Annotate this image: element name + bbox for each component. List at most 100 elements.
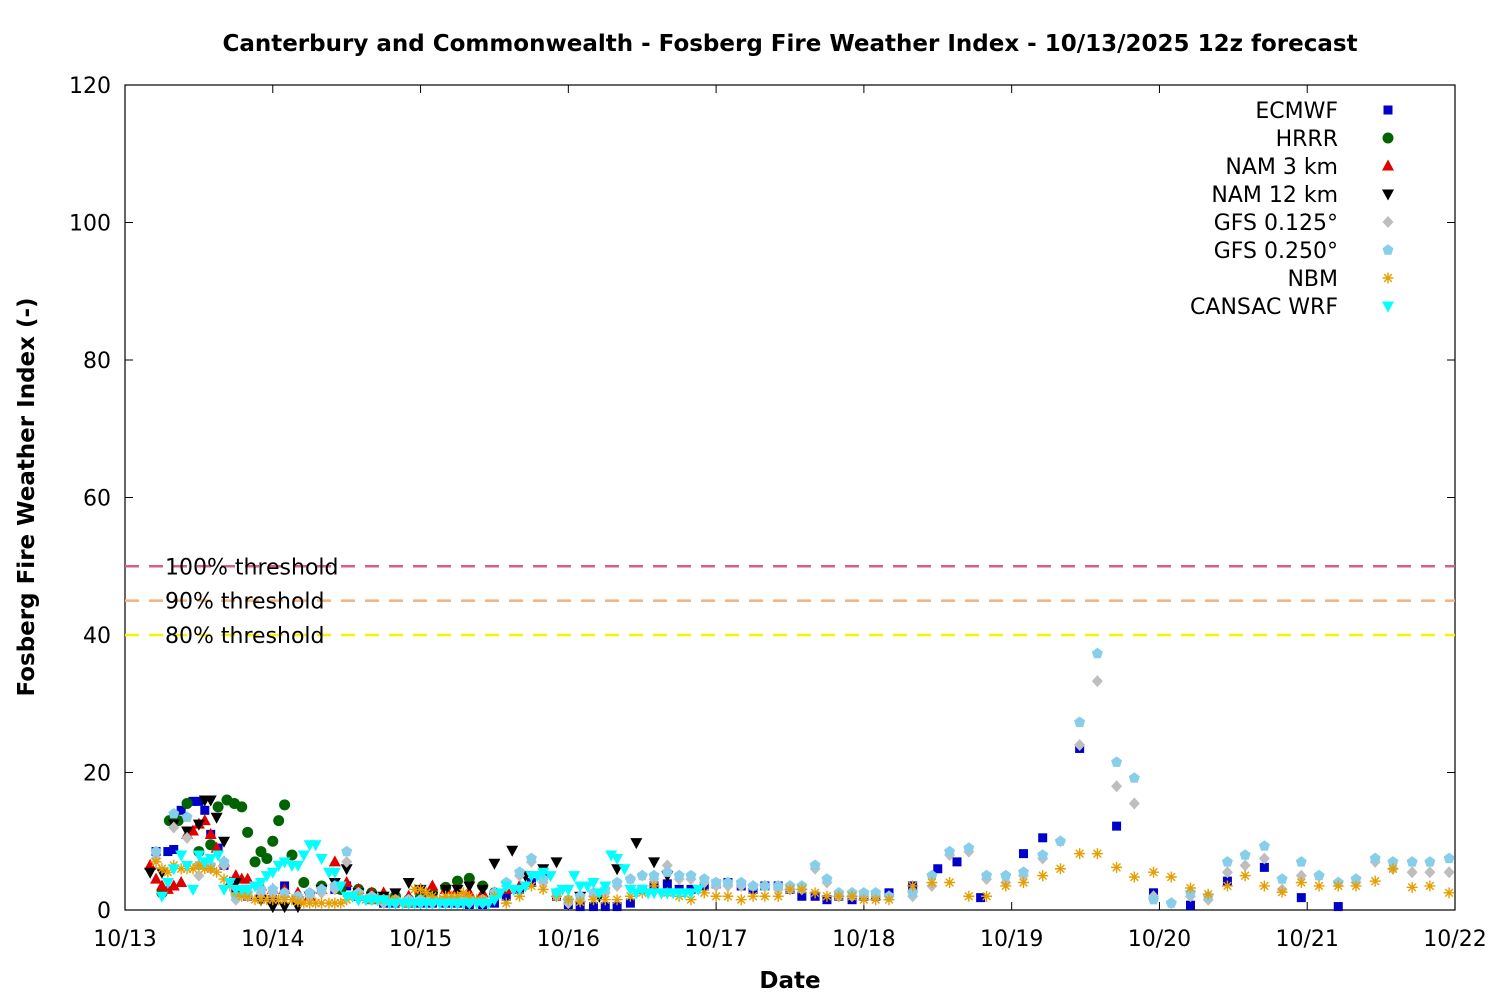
y-tick-label: 0: [97, 899, 111, 924]
threshold-label-90-threshold: 90% threshold: [165, 590, 325, 615]
point-nbm: [907, 880, 919, 892]
point-gfs-0-250: [1221, 856, 1233, 867]
point-cansac-wrf: [161, 878, 174, 889]
point-nbm: [1202, 888, 1214, 900]
point-nbm: [193, 859, 205, 871]
point-hrrr: [249, 856, 261, 868]
point-cansac-wrf: [605, 850, 618, 862]
point-gfs-0-125: [1111, 780, 1123, 793]
point-nam-12-km: [340, 864, 353, 876]
point-nbm: [440, 890, 452, 902]
point-nbm: [286, 894, 298, 906]
point-nbm: [809, 887, 821, 899]
point-nbm: [1111, 861, 1123, 873]
point-hrrr: [181, 797, 193, 809]
point-cansac-wrf: [309, 840, 322, 852]
point-nbm: [187, 863, 199, 875]
point-gfs-0-250: [648, 869, 660, 881]
legend-label-cansac-wrf: CANSAC WRF: [1190, 295, 1338, 320]
point-ecmwf: [1018, 849, 1028, 859]
point-hrrr: [463, 872, 475, 884]
data-marks: [144, 647, 1455, 914]
point-nam-12-km: [476, 884, 489, 896]
point-nam-12-km: [210, 812, 223, 824]
point-nam-12-km: [648, 857, 661, 869]
point-nbm: [883, 894, 895, 906]
point-ecmwf: [797, 891, 807, 901]
point-cansac-wrf: [175, 850, 188, 862]
axis-ticks: 10/13 10/14 10/15 10/16 10/17 10/18 10/19 10/20…: [69, 74, 1487, 952]
point-gfs-0-250: [181, 811, 193, 822]
point-gfs-0-250: [1424, 856, 1436, 867]
point-nbm: [1369, 875, 1381, 887]
legend-marker-nam-3-km: [1382, 159, 1394, 171]
point-gfs-0-250: [821, 873, 833, 884]
plot-frame: [124, 84, 1456, 911]
legend-label-nbm: NBM: [1287, 267, 1338, 292]
point-nbm: [1165, 871, 1177, 883]
point-gfs-0-125: [1258, 852, 1270, 865]
point-gfs-0-250: [661, 866, 673, 877]
point-gfs-0-250: [1406, 856, 1418, 867]
point-ecmwf: [163, 847, 173, 857]
point-nbm: [759, 890, 771, 902]
point-cansac-wrf: [155, 891, 168, 903]
legend-marker-gfs-0-125: [1382, 216, 1394, 228]
x-tick-label: 10/16: [537, 927, 600, 952]
point-gfs-0-125: [168, 821, 180, 834]
point-gfs-0-125: [1295, 869, 1307, 882]
point-nam-3-km: [210, 841, 223, 853]
point-nbm: [273, 894, 285, 906]
point-ecmwf: [176, 805, 186, 815]
point-nbm: [175, 863, 187, 875]
point-gfs-0-250: [735, 876, 747, 888]
point-nbm: [963, 890, 975, 902]
point-ecmwf: [169, 845, 179, 854]
point-gfs-0-250: [1258, 840, 1270, 851]
point-gfs-0-125: [1091, 675, 1103, 688]
point-nam-12-km: [278, 902, 291, 914]
threshold-lines: 100% threshold 90% threshold 80% threshold: [125, 555, 1455, 649]
legend-marker-gfs-0-250: [1382, 244, 1394, 255]
point-nbm: [796, 883, 808, 895]
point-cansac-wrf: [636, 884, 649, 896]
point-nbm: [1000, 880, 1012, 892]
point-cansac-wrf: [624, 884, 637, 896]
point-gfs-0-250: [685, 869, 697, 881]
legend-label-ecmwf: ECMWF: [1255, 99, 1338, 124]
point-nbm: [1350, 880, 1362, 892]
point-nam-3-km: [167, 879, 180, 891]
y-tick-label: 120: [69, 74, 111, 99]
legend: ECMWF HRRR NAM 3 km NAM 12 km GFS 0.125° GFS …: [1190, 99, 1394, 320]
point-nbm: [457, 887, 469, 899]
point-gfs-0-125: [1074, 739, 1086, 751]
point-nbm: [1258, 880, 1270, 892]
point-gfs-0-125: [661, 859, 673, 872]
point-nam-12-km: [451, 884, 464, 896]
point-hrrr: [273, 815, 285, 827]
point-nbm: [255, 894, 267, 906]
point-gfs-0-250: [710, 876, 722, 888]
point-nbm: [772, 890, 784, 902]
point-nbm: [323, 897, 335, 909]
x-tick-label: 10/19: [980, 927, 1043, 952]
point-gfs-0-250: [1091, 647, 1103, 659]
point-gfs-0-250: [1276, 873, 1288, 884]
point-nam-3-km: [155, 879, 168, 891]
point-cansac-wrf: [593, 888, 606, 900]
x-tick-label: 10/22: [1423, 927, 1486, 952]
point-cansac-wrf: [562, 884, 575, 896]
point-cansac-wrf: [618, 864, 631, 876]
point-nam-12-km: [266, 902, 279, 914]
point-nam-3-km: [426, 879, 439, 891]
point-gfs-0-250: [809, 859, 821, 870]
point-cansac-wrf: [630, 888, 643, 900]
point-nam-3-km: [150, 872, 163, 884]
point-nam-12-km: [463, 881, 476, 893]
point-cansac-wrf: [167, 864, 180, 876]
point-gfs-0-250: [279, 887, 291, 898]
point-hrrr: [261, 852, 273, 864]
point-gfs-0-125: [1239, 859, 1251, 872]
point-cansac-wrf: [272, 860, 285, 872]
point-cansac-wrf: [513, 884, 526, 896]
